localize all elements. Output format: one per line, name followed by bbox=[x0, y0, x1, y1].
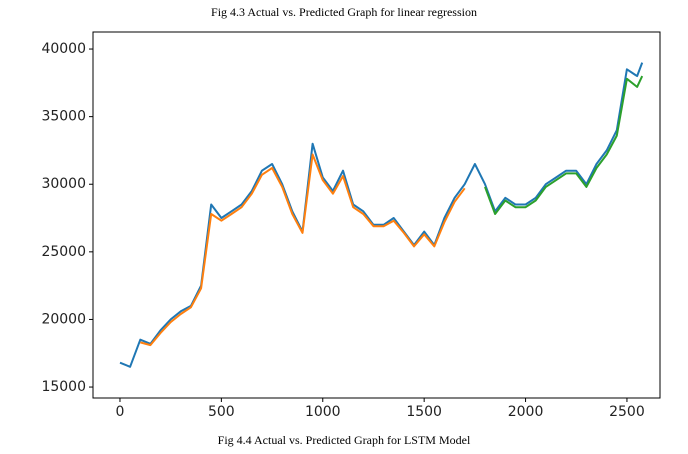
series-line bbox=[140, 153, 466, 347]
x-tick-label: 2500 bbox=[609, 404, 645, 420]
series-line bbox=[484, 75, 644, 215]
series-line bbox=[119, 62, 644, 368]
y-tick-label: 15000 bbox=[41, 379, 86, 395]
chart-title: Fig 4.3 Actual vs. Predicted Graph for l… bbox=[211, 5, 477, 19]
y-tick-label: 20000 bbox=[41, 311, 86, 327]
chart-caption: Fig 4.4 Actual vs. Predicted Graph for L… bbox=[218, 433, 471, 447]
y-tick-label: 40000 bbox=[41, 41, 86, 57]
y-tick-label: 30000 bbox=[41, 176, 86, 192]
x-tick-label: 1500 bbox=[406, 404, 442, 420]
x-tick-label: 0 bbox=[116, 404, 125, 420]
y-tick-label: 25000 bbox=[41, 244, 86, 260]
x-tick-label: 1000 bbox=[305, 404, 341, 420]
plot-frame bbox=[92, 31, 661, 399]
x-tick-label: 500 bbox=[208, 404, 235, 420]
x-tick-label: 2000 bbox=[508, 404, 544, 420]
y-tick-label: 35000 bbox=[41, 109, 86, 125]
